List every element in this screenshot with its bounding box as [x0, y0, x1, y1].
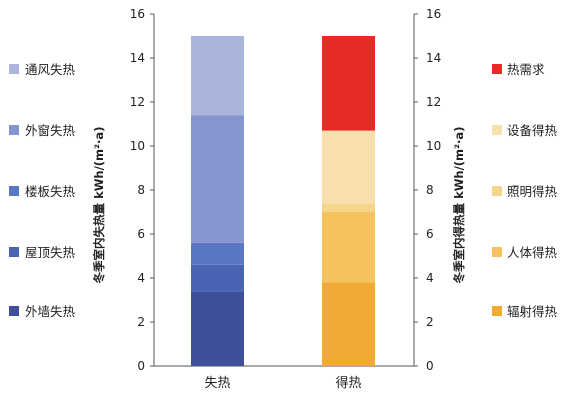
y-axis-label-left: 冬季室内失热量 kWh/(m²·a)	[92, 127, 106, 284]
legend-item-left: 屋顶失热	[9, 245, 76, 260]
y-tick-label-right: 4	[426, 271, 434, 285]
legend-item-left: 外窗失热	[9, 123, 76, 138]
legend-swatch	[9, 125, 19, 135]
legend-label: 外墙失热	[25, 304, 76, 319]
category-label: 失热	[204, 376, 230, 391]
y-tick-label-right: 8	[426, 183, 434, 197]
y-tick-label-right: 14	[426, 51, 441, 65]
y-tick-label-left: 10	[130, 139, 145, 153]
legend-swatch	[9, 186, 19, 196]
y-tick-label-right: 10	[426, 139, 441, 153]
bar-segment-通风失热	[191, 36, 244, 116]
y-tick-label-left: 8	[137, 183, 145, 197]
bar-segment-屋顶失热	[191, 264, 244, 292]
y-tick-label-left: 16	[130, 7, 145, 21]
legend-item-left: 楼板失热	[9, 184, 76, 199]
y-tick-label-left: 14	[130, 51, 145, 65]
legend-item-right: 辐射得热	[492, 304, 558, 319]
bar-segment-设备得热	[322, 130, 375, 204]
y-tick-label-left: 6	[137, 227, 145, 241]
y-axis-label-right: 冬季室内得热量 kWh/(m²·a)	[452, 127, 466, 284]
legend-label: 楼板失热	[25, 184, 76, 199]
legend-swatch	[492, 247, 502, 257]
tick-labels: 0 0 2 2 4 4 6 6 8 8 10 10 12 12 14 14 16 16	[130, 7, 442, 373]
category-label: 得热	[335, 375, 361, 391]
legend-label: 人体得热	[507, 245, 558, 260]
legend-item-left: 外墙失热	[9, 304, 76, 319]
legend-item-right: 设备得热	[492, 123, 558, 138]
y-tick-label-left: 4	[137, 271, 145, 285]
legend-item-right: 人体得热	[492, 245, 558, 260]
legend-label: 屋顶失热	[25, 245, 76, 260]
y-tick-label-left: 12	[130, 95, 145, 109]
legend-swatch	[492, 125, 502, 135]
y-tick-label-right: 16	[426, 7, 441, 21]
bars	[191, 36, 375, 366]
legend-item-right: 照明得热	[492, 184, 558, 199]
y-tick-label-right: 2	[426, 315, 434, 329]
y-tick-label-left: 2	[137, 315, 145, 329]
legend-swatch	[9, 306, 19, 316]
y-tick-label-right: 0	[426, 359, 434, 373]
legend-swatch	[492, 306, 502, 316]
y-tick-label-left: 0	[137, 359, 145, 373]
legend-item-right: 热需求	[492, 62, 545, 77]
legend-label: 通风失热	[25, 62, 76, 77]
legend-swatch	[492, 186, 502, 196]
bar-segment-照明得热	[322, 203, 375, 212]
legend-label: 外窗失热	[25, 123, 76, 138]
legend-swatch	[9, 247, 19, 257]
legend-label: 辐射得热	[507, 304, 558, 319]
legend-label: 照明得热	[507, 184, 558, 199]
bar-segment-楼板失热	[191, 242, 244, 265]
bar-segment-人体得热	[322, 212, 375, 283]
y-tick-label-right: 6	[426, 227, 434, 241]
axes	[150, 13, 418, 367]
bar-segment-热需求	[322, 36, 375, 131]
legend-swatch	[9, 64, 19, 74]
legend-swatch	[492, 64, 502, 74]
category-labels: 失热 得热	[204, 375, 361, 391]
legend-label: 设备得热	[507, 123, 558, 138]
bar-segment-辐射得热	[322, 282, 375, 366]
bar-segment-外窗失热	[191, 115, 244, 243]
legend-label: 热需求	[507, 62, 545, 77]
legend-item-left: 通风失热	[9, 62, 76, 77]
y-tick-label-right: 12	[426, 95, 441, 109]
bar-segment-外墙失热	[191, 291, 244, 366]
